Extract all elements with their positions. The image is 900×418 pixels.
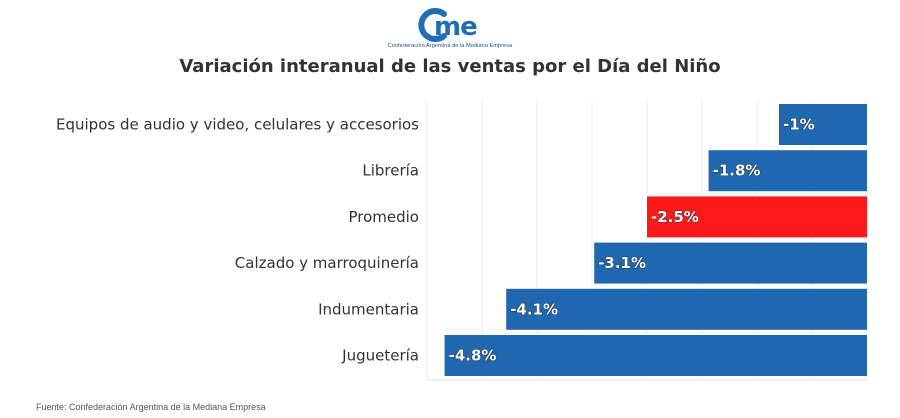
logo-wordmark: me [418,6,518,52]
bar [779,104,867,145]
bar-chart: -1% Equipos de audio y video, celulares y… [56,100,868,381]
logo-subtitle: Confederación Argentina de la Mediana Em… [387,43,513,49]
category-label: Indumentaria [318,300,419,318]
category-label: Promedio [348,208,419,226]
category-label: Librería [362,162,419,180]
logo-mark: me [418,8,478,42]
bar [708,150,867,192]
came-logo: me Confederación Argentina de la Mediana… [380,6,520,52]
bar-value-label: -4.1% [510,300,558,318]
bar-value-label: -4.8% [449,347,497,365]
bar [506,288,867,330]
category-label: Calzado y marroquinería [235,254,419,272]
bar-value-label: -3.1% [598,254,646,272]
source-note: Fuente: Confederación Argentina de la Me… [36,402,266,412]
bar-value-label: -1% [783,116,815,134]
bar [594,242,867,284]
chart-title: Variación interanual de las ventas por e… [179,56,721,77]
bar [444,335,867,376]
bar-value-label: -2.5% [651,208,699,226]
svg-text:me: me [434,12,477,42]
category-label: Juguetería [341,347,419,365]
category-label: Equipos de audio y video, celulares y ac… [56,116,419,134]
bar-value-label: -1.8% [713,162,761,180]
bar [647,196,867,238]
